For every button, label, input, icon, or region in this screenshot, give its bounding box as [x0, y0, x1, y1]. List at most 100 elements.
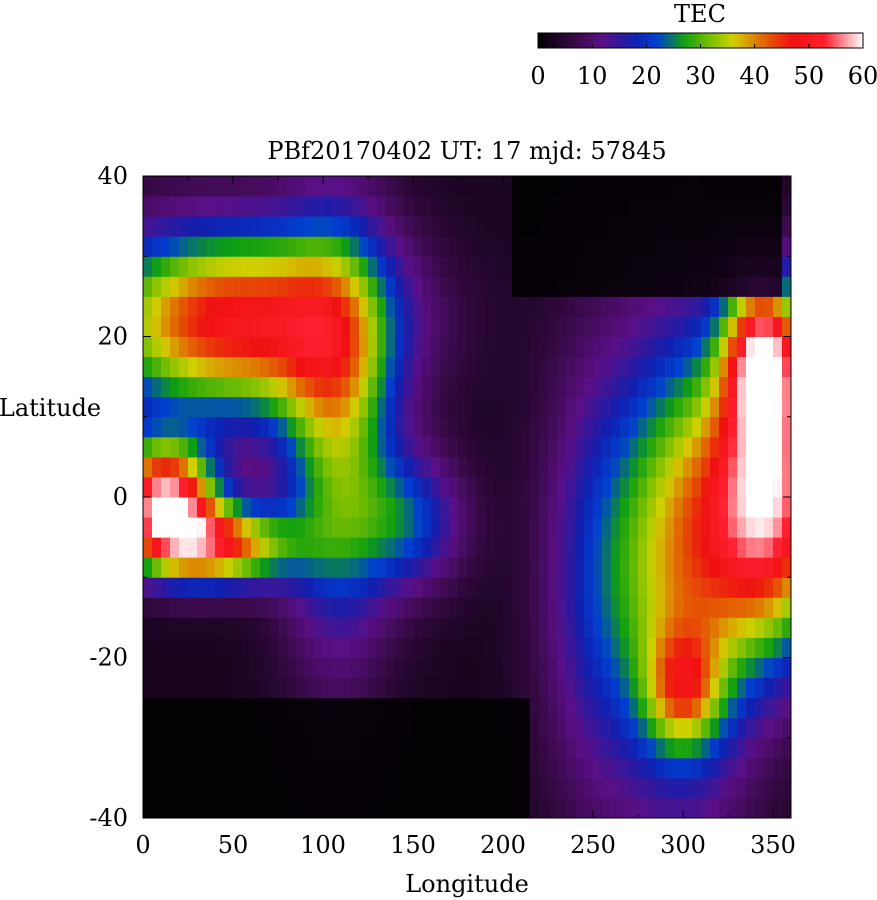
heatmap-cell — [161, 416, 171, 438]
colorbar-cell — [548, 33, 552, 48]
heatmap-cell — [233, 336, 243, 358]
heatmap-cell — [269, 797, 279, 819]
heatmap-cell — [359, 497, 369, 518]
heatmap-cell — [152, 476, 162, 498]
heatmap-cell — [287, 256, 297, 277]
heatmap-cell — [629, 176, 639, 197]
heatmap-cell — [503, 316, 513, 337]
heatmap-cell — [602, 777, 612, 799]
heatmap-cell — [206, 717, 216, 739]
heatmap-cell — [611, 617, 621, 638]
heatmap-cell — [341, 597, 351, 618]
heatmap-cell — [368, 797, 378, 819]
colorbar-cell — [613, 33, 617, 48]
colorbar-cell — [808, 33, 812, 48]
heatmap-cell — [647, 557, 657, 578]
heatmap-cell — [782, 617, 792, 638]
heatmap-cell — [359, 236, 369, 257]
heatmap-cell — [449, 436, 459, 458]
heatmap-cell — [656, 196, 666, 217]
heatmap-cell — [719, 637, 729, 658]
heatmap-cell — [665, 176, 675, 197]
heatmap-cell — [656, 436, 666, 458]
heatmap-cell — [683, 797, 693, 819]
heatmap-cell — [161, 436, 171, 458]
heatmap-cell — [188, 296, 198, 317]
heatmap-cell — [575, 296, 585, 317]
heatmap-cell — [359, 276, 369, 297]
colorbar-cell — [690, 33, 694, 48]
heatmap-cell — [260, 376, 270, 398]
heatmap-cell — [566, 296, 576, 317]
heatmap-cell — [773, 456, 783, 478]
heatmap-cell — [773, 737, 783, 759]
heatmap-cell — [512, 296, 522, 317]
heatmap-cell — [251, 737, 261, 759]
heatmap-cell — [395, 456, 405, 478]
heatmap-cell — [503, 336, 513, 358]
heatmap-cell — [386, 236, 396, 257]
heatmap-cell — [287, 476, 297, 498]
heatmap-cell — [296, 497, 306, 518]
heatmap-cell — [305, 637, 315, 658]
heatmap-cell — [656, 537, 666, 558]
heatmap-cell — [575, 216, 585, 237]
heatmap-cell — [305, 757, 315, 779]
colorbar-cell — [785, 33, 789, 48]
heatmap-cell — [728, 296, 738, 317]
heatmap-cell — [242, 557, 252, 578]
heatmap-cell — [350, 537, 360, 558]
heatmap-cell — [197, 416, 207, 438]
heatmap-cell — [395, 356, 405, 378]
heatmap-cell — [503, 276, 513, 297]
heatmap-cell — [242, 597, 252, 618]
heatmap-cell — [548, 777, 558, 799]
heatmap-cell — [692, 256, 702, 277]
heatmap-cell — [251, 176, 261, 197]
heatmap-cell — [539, 376, 549, 398]
heatmap-cell — [251, 436, 261, 458]
heatmap-cell — [269, 737, 279, 759]
heatmap-cell — [179, 577, 189, 598]
heatmap-cell — [665, 557, 675, 578]
heatmap-cell — [431, 577, 441, 598]
heatmap-cell — [296, 637, 306, 658]
heatmap-cell — [494, 597, 504, 618]
heatmap-cell — [665, 637, 675, 658]
heatmap-cell — [341, 216, 351, 237]
heatmap-cell — [647, 637, 657, 658]
heatmap-cell — [197, 737, 207, 759]
heatmap-cell — [575, 276, 585, 297]
heatmap-cell — [503, 196, 513, 217]
heatmap-cell — [359, 557, 369, 578]
heatmap-cell — [215, 476, 225, 498]
heatmap-cell — [440, 236, 450, 257]
heatmap-cell — [566, 577, 576, 598]
heatmap-cell — [701, 697, 711, 719]
heatmap-cell — [215, 296, 225, 317]
heatmap-cell — [683, 677, 693, 699]
heatmap-cell — [278, 657, 288, 679]
heatmap-cell — [629, 517, 639, 538]
heatmap-cell — [395, 436, 405, 458]
heatmap-cell — [683, 216, 693, 237]
heatmap-cell — [305, 697, 315, 719]
heatmap-cell — [143, 396, 153, 418]
heatmap-cell — [179, 737, 189, 759]
heatmap-cell — [584, 637, 594, 658]
heatmap-cell — [377, 537, 387, 558]
heatmap-cell — [503, 737, 513, 759]
heatmap-cell — [710, 176, 720, 197]
heatmap-cell — [602, 797, 612, 819]
heatmap-cell — [233, 216, 243, 237]
heatmap-cell — [386, 356, 396, 378]
heatmap-cell — [746, 176, 756, 197]
heatmap-cell — [296, 697, 306, 719]
colorbar-cell — [815, 33, 819, 48]
heatmap-cell — [143, 296, 153, 317]
heatmap-cell — [179, 637, 189, 658]
heatmap-cell — [341, 717, 351, 739]
heatmap-cell — [764, 777, 774, 799]
heatmap-cell — [602, 436, 612, 458]
colorbar-cell — [555, 33, 559, 48]
